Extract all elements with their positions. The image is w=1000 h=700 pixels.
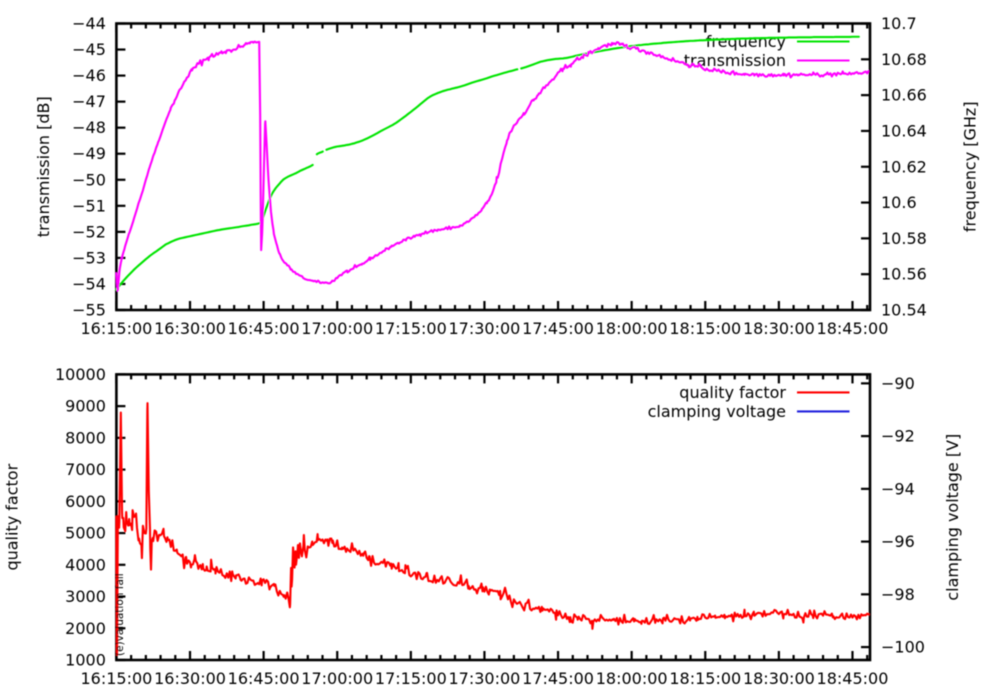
x-tick-label: 18:15:00 [669,319,741,338]
legend-label-transmission: transmission [684,51,786,70]
series-frequency [115,35,860,291]
y-left-tick-label: −54 [72,274,106,293]
y-left-tick-label: −52 [72,222,106,241]
legend-label-frequency: frequency [706,32,786,51]
x-tick-label: 17:45:00 [522,319,594,338]
x-tick-label: 18:45:00 [817,669,889,688]
y-left-tick-label: 4000 [65,555,106,574]
y-right-axis-title: frequency [GHz] [961,101,980,232]
y-left-tick-label: 3000 [65,587,106,606]
y-left-tick-label: 6000 [65,492,106,511]
y-left-axis-title: quality factor [3,463,22,570]
y-right-tick-label: 10.7 [881,14,917,33]
y-right-axis-title: clamping voltage [V] [943,434,962,601]
x-tick-label: 17:45:00 [522,669,594,688]
y-right-tick-label: 10.58 [881,229,927,248]
x-tick-label: 17:00:00 [301,319,373,338]
x-tick-label: 16:15:00 [80,319,152,338]
y-left-tick-label: 10000 [55,365,106,384]
plot-0: −55 −54 −53 −52 −51 −50 −49 −48 −47 −46 −45 −44 10.5… [34,14,980,338]
y-left-tick-label: 5000 [65,524,106,543]
y-left-tick-label: 1000 [65,651,106,670]
y-left-tick-label: −55 [72,301,106,320]
legend-label-quality-factor: quality factor [679,383,786,402]
x-tick-label: 16:15:00 [80,669,152,688]
x-tick-label: 18:00:00 [596,669,668,688]
y-right-tick-label: 10.64 [881,121,927,140]
figure-root: −55 −54 −53 −52 −51 −50 −49 −48 −47 −46 −45 −44 10.5… [3,14,980,688]
y-right-tick-label: −96 [881,532,915,551]
y-left-tick-label: −45 [72,40,106,59]
y-left-tick-label: −49 [72,144,106,163]
tick-marks [115,22,870,312]
x-tick-label: 18:00:00 [596,319,668,338]
y-right-tick-label: −94 [881,479,915,498]
y-left-tick-label: 7000 [65,460,106,479]
y-right-tick-label: 10.56 [881,265,927,284]
x-tick-label: 17:15:00 [375,669,447,688]
y-left-axis-title: transmission [dB] [34,96,53,237]
x-tick-label: 16:30:00 [154,319,226,338]
y-left-tick-label: −44 [72,14,106,33]
x-tick-label: 18:45:00 [817,319,889,338]
y-right-tick-label: 10.6 [881,193,917,212]
x-tick-label: 16:45:00 [228,669,300,688]
x-tick-label: 17:15:00 [375,319,447,338]
y-right-tick-label: 10.62 [881,157,927,176]
y-right-tick-label: −98 [881,585,915,604]
x-tick-label: 18:15:00 [669,669,741,688]
y-left-tick-label: −48 [72,118,106,137]
y-left-tick-label: −53 [72,248,106,267]
plot-1: 1000 2000 3000 4000 5000 6000 7000 8000 9000 1000… [3,365,963,688]
x-tick-label: 18:30:00 [743,319,815,338]
x-tick-label: 17:30:00 [449,319,521,338]
y-left-tick-label: 2000 [65,619,106,638]
y-right-tick-label: −100 [881,638,925,657]
y-right-tick-label: 10.66 [881,86,927,105]
y-right-tick-label: −92 [881,427,915,446]
y-left-tick-label: −47 [72,92,106,111]
x-tick-label: 16:30:00 [154,669,226,688]
x-tick-label: 17:30:00 [449,669,521,688]
x-tick-label: 16:45:00 [228,319,300,338]
y-right-tick-label: 10.54 [881,301,927,320]
y-left-tick-label: 9000 [65,397,106,416]
x-tick-label: 18:30:00 [743,669,815,688]
y-right-tick-label: −90 [881,374,915,393]
y-left-tick-label: 8000 [65,428,106,447]
y-left-tick-label: −50 [72,170,106,189]
tick-marks [115,373,870,662]
series-transmission [115,40,870,292]
legend-label-clamping-voltage: clamping voltage [648,402,786,421]
annotation-label: (e)valuation fail [114,573,126,656]
y-left-tick-label: −46 [72,66,106,85]
series-quality-factor [115,402,870,656]
y-left-tick-label: −51 [72,196,106,215]
x-tick-label: 17:00:00 [301,669,373,688]
y-right-tick-label: 10.68 [881,50,927,69]
